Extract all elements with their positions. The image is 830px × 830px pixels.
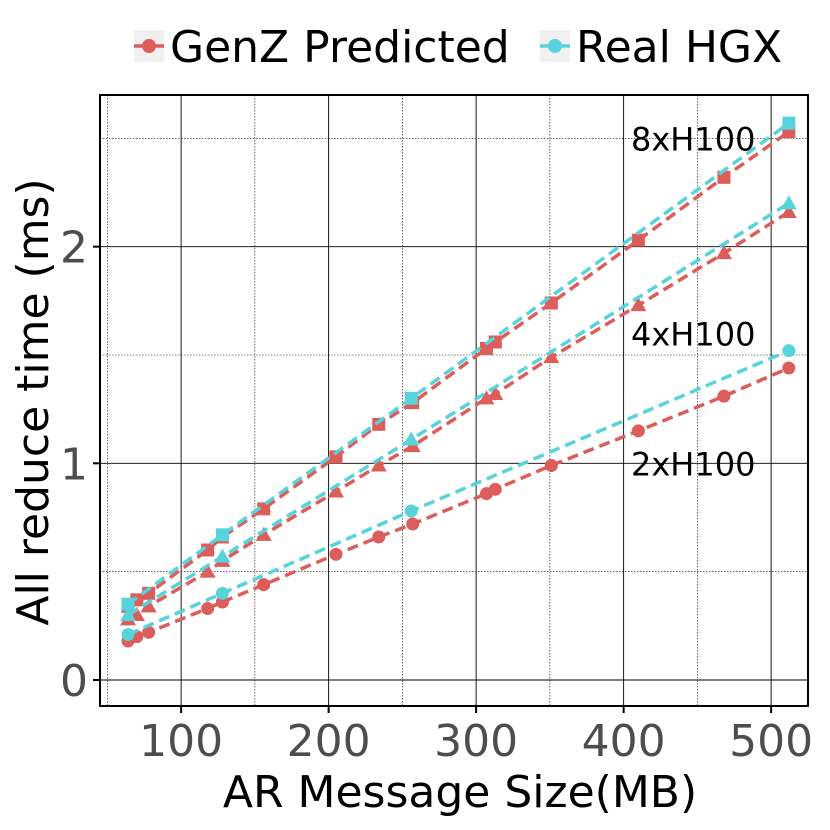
data-point-real-hgx-8xh100 bbox=[782, 116, 796, 130]
data-point-real-hgx-2xh100 bbox=[215, 586, 229, 600]
data-point-genz-predicted-4xh100 bbox=[328, 483, 344, 498]
data-point-genz-predicted-2xh100 bbox=[406, 517, 420, 531]
y-tick-label: 2 bbox=[60, 223, 88, 274]
data-point-genz-predicted-2xh100 bbox=[257, 578, 271, 592]
series-real-hgx-8xh100 bbox=[121, 116, 796, 611]
data-point-real-hgx-2xh100 bbox=[121, 628, 135, 641]
data-point-real-hgx-8xh100 bbox=[215, 528, 229, 542]
data-point-genz-predicted-4xh100 bbox=[715, 245, 732, 260]
annotation-8xh100: 8xH100 bbox=[631, 120, 755, 158]
data-point-genz-predicted-2xh100 bbox=[201, 602, 215, 615]
data-point-genz-predicted-8xh100 bbox=[631, 233, 645, 247]
plot-border bbox=[99, 94, 809, 707]
annotation-4xh100: 4xH100 bbox=[631, 315, 755, 353]
x-axis-title: AR Message Size(MB) bbox=[223, 767, 697, 818]
legend-label: GenZ Predicted bbox=[170, 22, 510, 73]
data-point-genz-predicted-2xh100 bbox=[372, 530, 386, 544]
legend-key-marker bbox=[142, 39, 156, 53]
data-point-genz-predicted-2xh100 bbox=[717, 389, 731, 403]
plot-area: 8xH100 4xH100 2xH100 bbox=[99, 94, 809, 707]
series-genz-predicted-4xh100 bbox=[120, 204, 797, 626]
data-point-genz-predicted-4xh100 bbox=[370, 457, 387, 472]
y-tick-label: 0 bbox=[60, 656, 88, 707]
series-line-real-hgx-2xh100 bbox=[127, 349, 790, 637]
legend: GenZ Predicted Real HGX bbox=[134, 22, 782, 73]
data-point-real-hgx-4xh100 bbox=[403, 431, 420, 446]
series-line-genz-predicted-2xh100 bbox=[127, 366, 790, 643]
data-point-real-hgx-8xh100 bbox=[121, 597, 135, 611]
x-tick-label: 400 bbox=[582, 716, 666, 767]
data-point-real-hgx-2xh100 bbox=[782, 344, 796, 358]
x-tick-label: 100 bbox=[139, 716, 223, 767]
series-real-hgx-4xh100 bbox=[120, 195, 797, 621]
series-real-hgx-2xh100 bbox=[121, 344, 796, 641]
y-axis: 0 1 2 bbox=[60, 223, 100, 707]
y-axis-title: All reduce time (ms) bbox=[8, 178, 59, 625]
legend-key-marker bbox=[548, 39, 562, 53]
data-point-genz-predicted-4xh100 bbox=[140, 598, 157, 613]
data-point-genz-predicted-2xh100 bbox=[142, 625, 156, 639]
data-point-genz-predicted-2xh100 bbox=[329, 547, 343, 561]
data-point-genz-predicted-4xh100 bbox=[487, 386, 504, 400]
data-point-genz-predicted-4xh100 bbox=[780, 204, 797, 218]
series-line-real-hgx-4xh100 bbox=[127, 201, 790, 617]
series-line-real-hgx-8xh100 bbox=[126, 121, 790, 606]
data-point-real-hgx-2xh100 bbox=[404, 504, 418, 518]
data-point-real-hgx-4xh100 bbox=[780, 195, 797, 210]
x-axis: 100 200 300 400 500 bbox=[139, 706, 813, 767]
x-tick-label: 300 bbox=[434, 716, 518, 767]
data-point-genz-predicted-4xh100 bbox=[199, 563, 216, 578]
annotation-2xh100: 2xH100 bbox=[631, 445, 755, 483]
data-point-genz-predicted-2xh100 bbox=[782, 361, 796, 375]
legend-item-real-hgx: Real HGX bbox=[540, 22, 782, 73]
data-point-genz-predicted-2xh100 bbox=[488, 482, 502, 496]
data-point-genz-predicted-4xh100 bbox=[630, 297, 647, 312]
x-tick-label: 200 bbox=[287, 716, 371, 767]
data-point-real-hgx-4xh100 bbox=[120, 607, 137, 621]
data-point-genz-predicted-4xh100 bbox=[255, 526, 272, 541]
data-point-real-hgx-8xh100 bbox=[404, 391, 418, 405]
y-tick-label: 1 bbox=[60, 439, 88, 490]
x-tick-label: 500 bbox=[729, 716, 813, 767]
data-point-real-hgx-4xh100 bbox=[214, 548, 231, 563]
data-point-genz-predicted-4xh100 bbox=[478, 390, 495, 405]
data-point-genz-predicted-4xh100 bbox=[543, 349, 560, 364]
data-point-genz-predicted-2xh100 bbox=[544, 459, 558, 472]
data-point-genz-predicted-2xh100 bbox=[631, 424, 645, 438]
legend-label: Real HGX bbox=[576, 22, 782, 73]
data-point-genz-predicted-8xh100 bbox=[329, 450, 343, 464]
data-point-genz-predicted-8xh100 bbox=[257, 502, 271, 516]
legend-item-genz-predicted: GenZ Predicted bbox=[134, 22, 510, 73]
